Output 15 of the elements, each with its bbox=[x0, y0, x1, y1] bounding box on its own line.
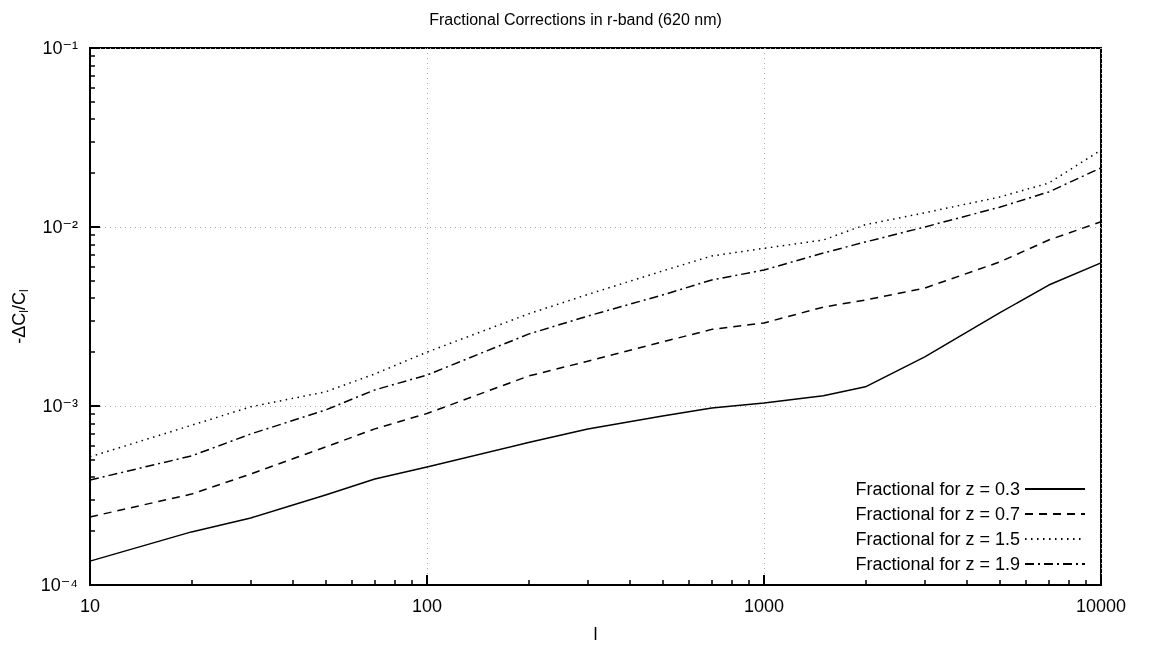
legend-label: Fractional for z = 0.3 bbox=[855, 479, 1020, 499]
legend-label: Fractional for z = 1.5 bbox=[855, 529, 1020, 549]
x-tick-label: 10000 bbox=[1075, 596, 1127, 616]
chart-title: Fractional Corrections in r-band (620 nm) bbox=[429, 10, 722, 28]
y-tick-label: 10⁻² bbox=[42, 217, 78, 237]
y-tick-label: 10⁻³ bbox=[42, 396, 78, 416]
x-tick-label: 100 bbox=[411, 596, 443, 616]
x-tick-label: 1000 bbox=[743, 596, 785, 616]
legend-label: Fractional for z = 1.9 bbox=[855, 554, 1020, 574]
legend-label: Fractional for z = 0.7 bbox=[855, 504, 1020, 524]
x-tick-label: 10 bbox=[79, 596, 101, 616]
x-axis-title: l bbox=[593, 624, 598, 644]
y-tick-label: 10⁻¹ bbox=[42, 38, 78, 58]
y-tick-label: 10⁻⁴ bbox=[40, 575, 78, 595]
y-axis-title: -ΔCl/Cl bbox=[8, 289, 31, 344]
